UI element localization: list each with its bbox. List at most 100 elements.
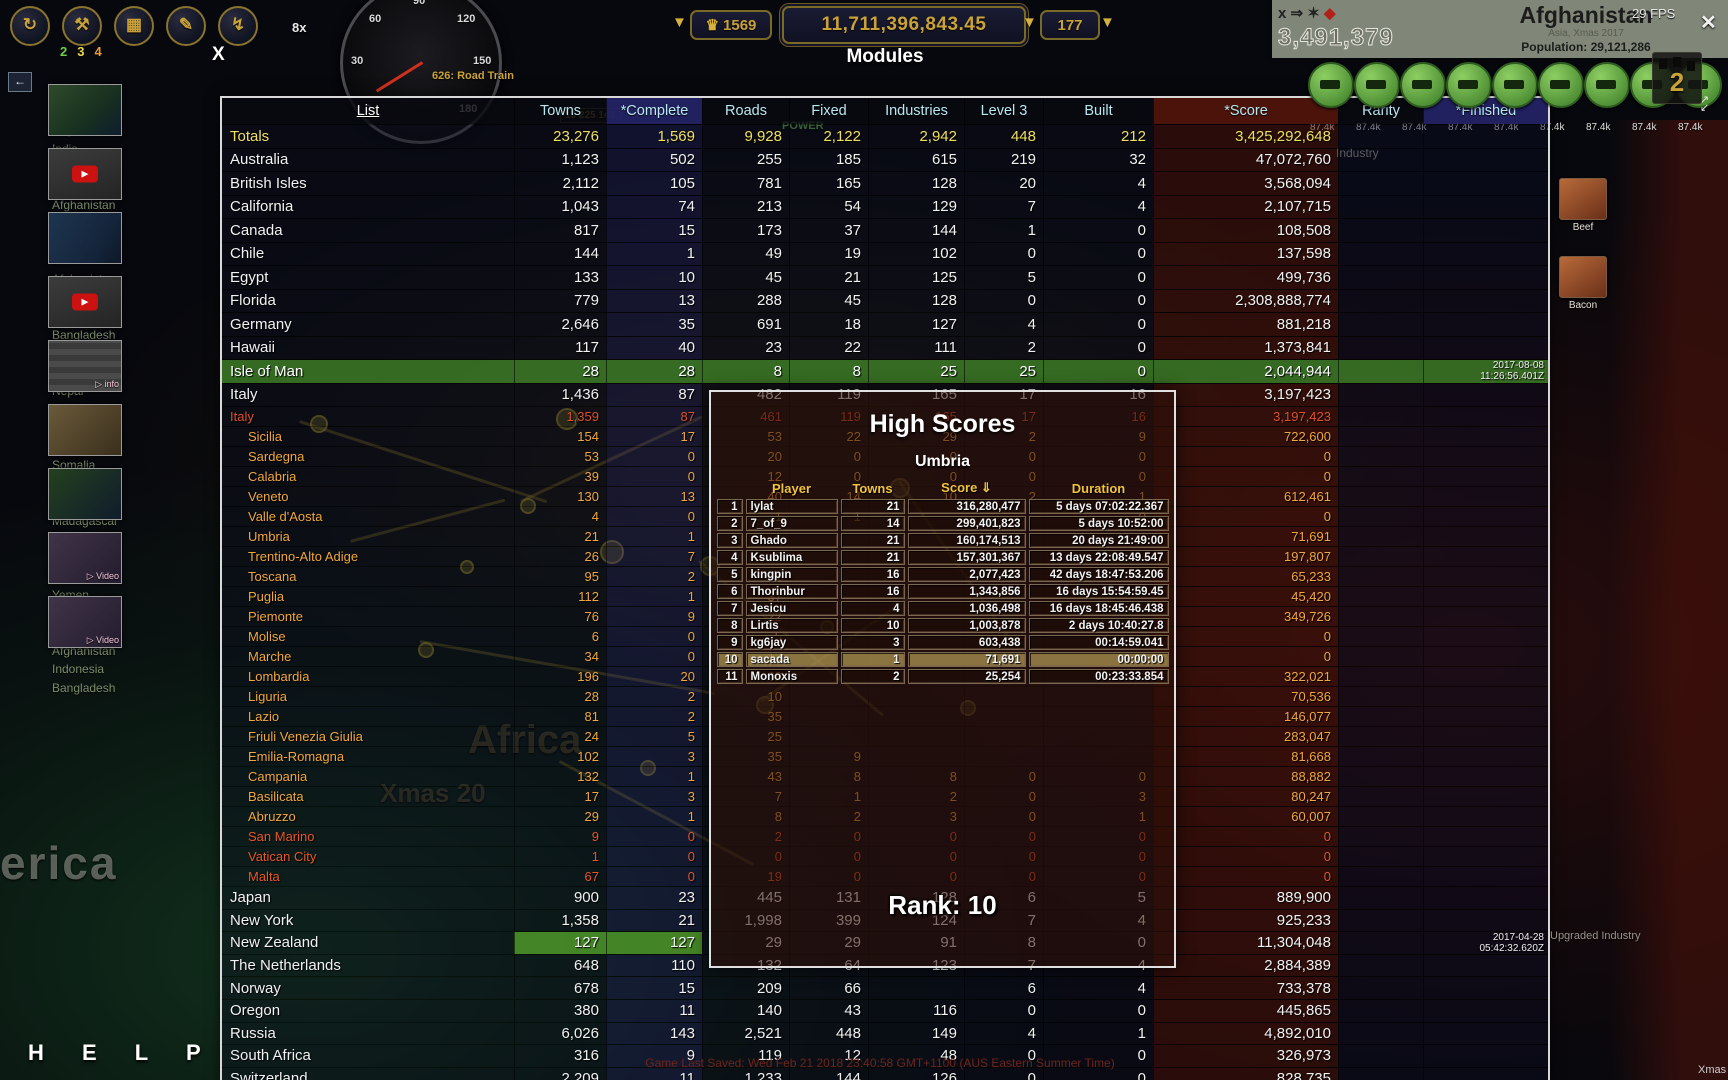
sidebar-thumbnail[interactable] xyxy=(48,84,122,136)
cell-list: Russia xyxy=(222,1022,514,1045)
column-header-complete[interactable]: *Complete xyxy=(606,98,702,124)
column-header-built[interactable]: Built xyxy=(1043,98,1153,124)
sidebar-thumbnail[interactable]: ▷ Video xyxy=(48,532,122,584)
cell-complete: 0 xyxy=(606,467,702,486)
sidebar-thumbnail[interactable] xyxy=(48,468,122,520)
table-row[interactable]: British Isles 2,112 105 781 165 128 20 4 3,568,0… xyxy=(222,171,1548,195)
train-buff-icon[interactable] xyxy=(1354,62,1400,108)
table-row[interactable]: Florida 779 13 288 45 128 0 0 2,308,888,774 xyxy=(222,288,1548,312)
popup-header-row: Player Towns Score ⇓ Duration xyxy=(717,479,1169,497)
sidebar-thumbnail[interactable] xyxy=(48,404,122,456)
speed-button[interactable]: 2 xyxy=(60,44,78,59)
help-link[interactable]: H E L P xyxy=(28,1040,217,1065)
popup-cell-score: 2,077,423 xyxy=(907,567,1026,582)
refresh-icon[interactable]: ↻ xyxy=(10,6,50,46)
cell-fixed: 165 xyxy=(789,172,868,195)
column-header-list[interactable]: List xyxy=(356,103,380,119)
cell-towns: 2,209 xyxy=(514,1067,606,1080)
industry-card[interactable]: Bacon xyxy=(1552,256,1614,311)
table-row[interactable]: Totals 23,276 1,569 9,928 2,122 2,942 448 212 3,… xyxy=(222,124,1548,148)
table-row[interactable]: Norway 678 15 209 66 6 4 733,378 xyxy=(222,976,1548,999)
youtube-play-icon[interactable]: ▶ xyxy=(72,293,98,311)
popup-header-duration[interactable]: Duration xyxy=(1071,480,1126,496)
cell-roads: 140 xyxy=(702,999,789,1022)
table-row[interactable]: Oregon 380 11 140 43 116 0 0 445,865 xyxy=(222,998,1548,1022)
bolt-icon[interactable]: ↯ xyxy=(218,6,258,46)
arrow-down-icon[interactable]: ▼ xyxy=(672,14,687,31)
popup-header-towns[interactable]: Towns xyxy=(852,480,893,496)
cell-score: 0 xyxy=(1153,867,1338,886)
sidebar-thumbnail[interactable] xyxy=(48,212,122,264)
cell-list: Lombardia xyxy=(222,667,514,686)
cell-complete: 3 xyxy=(606,787,702,806)
popup-cell-duration: 00:14:59.041 xyxy=(1028,635,1169,650)
back-arrow-button[interactable]: ← xyxy=(8,72,32,92)
table-row[interactable]: Chile 144 1 49 19 102 0 0 137,598 xyxy=(222,241,1548,265)
train-buff-icon[interactable] xyxy=(1308,62,1354,108)
table-row[interactable]: Canada 817 15 173 37 144 1 0 108,508 xyxy=(222,218,1548,242)
cell-roads: 45 xyxy=(702,266,789,289)
train-buff-icon[interactable] xyxy=(1492,62,1538,108)
cell-score: 137,598 xyxy=(1153,242,1338,265)
sidebar-thumbnail[interactable]: ▷ Video xyxy=(48,596,122,648)
youtube-play-icon[interactable]: ▶ xyxy=(72,165,98,183)
window-close-button[interactable]: ✕ xyxy=(1700,12,1717,34)
speed-button[interactable]: 4 xyxy=(94,44,112,59)
table-row[interactable]: South Africa 316 9 119 12 48 0 0 326,973 xyxy=(222,1044,1548,1067)
column-header-towns[interactable]: Towns xyxy=(514,98,606,124)
table-row[interactable]: Australia 1,123 502 255 185 615 219 32 47,072,76… xyxy=(222,147,1548,171)
column-header-fixed[interactable]: Fixed xyxy=(789,98,868,124)
factory-level-badge[interactable]: 2 xyxy=(1652,52,1702,104)
table-row[interactable]: San Marino90200000 xyxy=(222,826,1548,846)
popup-row: 2 7_of_9 14 299,401,823 5 days 10:52:00 xyxy=(716,516,1169,531)
table-row[interactable]: Germany 2,646 35 691 18 127 4 0 881,218 xyxy=(222,312,1548,336)
column-header-score[interactable]: *Score xyxy=(1153,98,1338,124)
wagon-counter[interactable]: 177 xyxy=(1040,10,1100,40)
cell-list: New Zealand xyxy=(222,932,514,954)
table-row[interactable]: Russia 6,026 143 2,521 448 149 4 1 4,892,010 xyxy=(222,1021,1548,1045)
speed-button[interactable]: 3 xyxy=(77,44,95,59)
factory-icon[interactable]: ▦ xyxy=(114,6,154,46)
table-row[interactable]: California 1,043 74 213 54 129 7 4 2,107,715 xyxy=(222,194,1548,218)
cell-roads: 8 xyxy=(702,360,789,383)
train-buff-icon[interactable] xyxy=(1446,62,1492,108)
cell-rarity xyxy=(1338,266,1423,289)
document-icon[interactable]: ✎ xyxy=(166,6,206,46)
cell-finished xyxy=(1423,195,1548,218)
resize-icon[interactable]: ↗ ↙ xyxy=(1700,94,1710,114)
train-buff-icon[interactable] xyxy=(1400,62,1446,108)
country-list-item: Afghanistan xyxy=(52,197,116,212)
sidebar-thumbnail[interactable]: ▷ info xyxy=(48,340,122,392)
cell-fixed: 12 xyxy=(789,1045,868,1067)
table-row[interactable]: Egypt 133 10 45 21 125 5 0 499,736 xyxy=(222,265,1548,289)
train-buff-icon[interactable] xyxy=(1584,62,1630,108)
table-close-button[interactable]: X xyxy=(212,44,225,65)
speed-buttons[interactable]: 234 xyxy=(60,44,112,59)
table-row[interactable]: Hawaii 117 40 23 22 111 2 0 1,373,841 xyxy=(222,335,1548,359)
popup-header-score[interactable]: Score ⇓ xyxy=(941,480,992,495)
popup-cell-duration: 13 days 22:08:49.547 xyxy=(1028,550,1169,565)
cell-towns: 144 xyxy=(514,242,606,265)
column-header-roads[interactable]: Roads xyxy=(702,98,789,124)
train-buff-icon[interactable] xyxy=(1538,62,1584,108)
pin-icon[interactable]: ◆ xyxy=(1323,5,1336,22)
popup-row-current-player: 10 sacada 1 71,691 00:00:00 xyxy=(716,652,1169,667)
sidebar-thumbnail[interactable]: ▶ xyxy=(48,276,122,328)
arrow-down-icon[interactable]: ▼ xyxy=(1100,14,1115,31)
popup-header-player[interactable]: Player xyxy=(771,480,812,496)
trophy-counter[interactable]: ♛ 1569 xyxy=(690,10,772,40)
arrow-down-icon[interactable]: ▼ xyxy=(1022,14,1037,31)
cell-list: Malta xyxy=(222,867,514,886)
region-panel-icons[interactable]: x ⇒ ✶ ◆ xyxy=(1278,5,1336,22)
industry-card[interactable]: Beef xyxy=(1552,178,1614,233)
cell-rarity xyxy=(1338,1045,1423,1067)
sidebar-thumbnail[interactable]: ▶ xyxy=(48,148,122,200)
cell-score: 81,668 xyxy=(1153,747,1338,766)
table-row[interactable]: Isle of Man 28 28 8 8 25 25 0 2,044,944 2017-08-0… xyxy=(222,359,1548,383)
tools-icon[interactable]: ⚒ xyxy=(62,6,102,46)
popup-cell-towns: 14 xyxy=(840,516,905,531)
column-header-industries[interactable]: Industries xyxy=(868,98,964,124)
column-header-level3[interactable]: Level 3 xyxy=(964,98,1043,124)
cell-rarity xyxy=(1338,219,1423,242)
table-row[interactable]: Switzerland 2,209 11 1,233 144 126 0 0 828,735 xyxy=(222,1066,1548,1080)
